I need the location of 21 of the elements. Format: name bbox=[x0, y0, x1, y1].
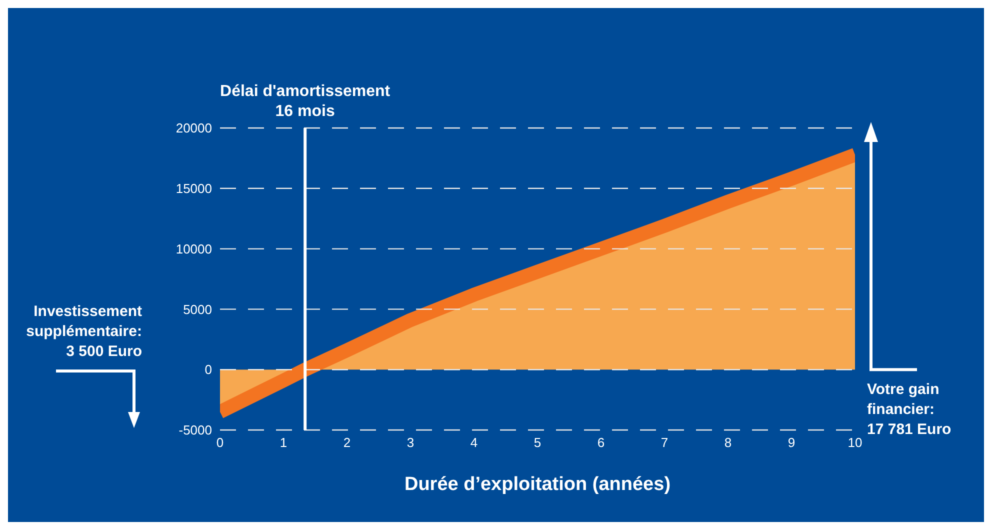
x-tick-label: 2 bbox=[343, 435, 351, 450]
x-tick-label: 4 bbox=[470, 435, 478, 450]
x-tick-label: 10 bbox=[848, 435, 862, 450]
y-tick-label: 10000 bbox=[176, 241, 212, 256]
y-tick-label: 0 bbox=[204, 362, 212, 378]
x-tick-label: 6 bbox=[597, 435, 605, 450]
x-tick-label: 9 bbox=[788, 435, 796, 450]
text: Votre gain financier: 17 781 Euro bbox=[867, 380, 952, 440]
x-axis-title: Durée d’exploitation (années) bbox=[403, 474, 672, 496]
y-tick-label: -5000 bbox=[178, 422, 212, 438]
x-tick-label: 0 bbox=[216, 435, 224, 450]
ref-line-label: Délai d'amortissement 16 mois bbox=[220, 83, 391, 120]
y-tick-label: 15000 bbox=[176, 181, 212, 196]
y-tick-label: 5000 bbox=[183, 302, 212, 317]
y-tick-label: 20000 bbox=[176, 120, 212, 136]
x-tick-label: 3 bbox=[406, 435, 414, 450]
x-tick-label: 5 bbox=[534, 435, 542, 450]
x-tick-label: 1 bbox=[280, 435, 288, 450]
text: Investissement supplémentaire: 3 500 Euro bbox=[26, 302, 142, 362]
x-tick-label: 8 bbox=[724, 435, 732, 450]
x-tick-label: 7 bbox=[660, 435, 668, 450]
